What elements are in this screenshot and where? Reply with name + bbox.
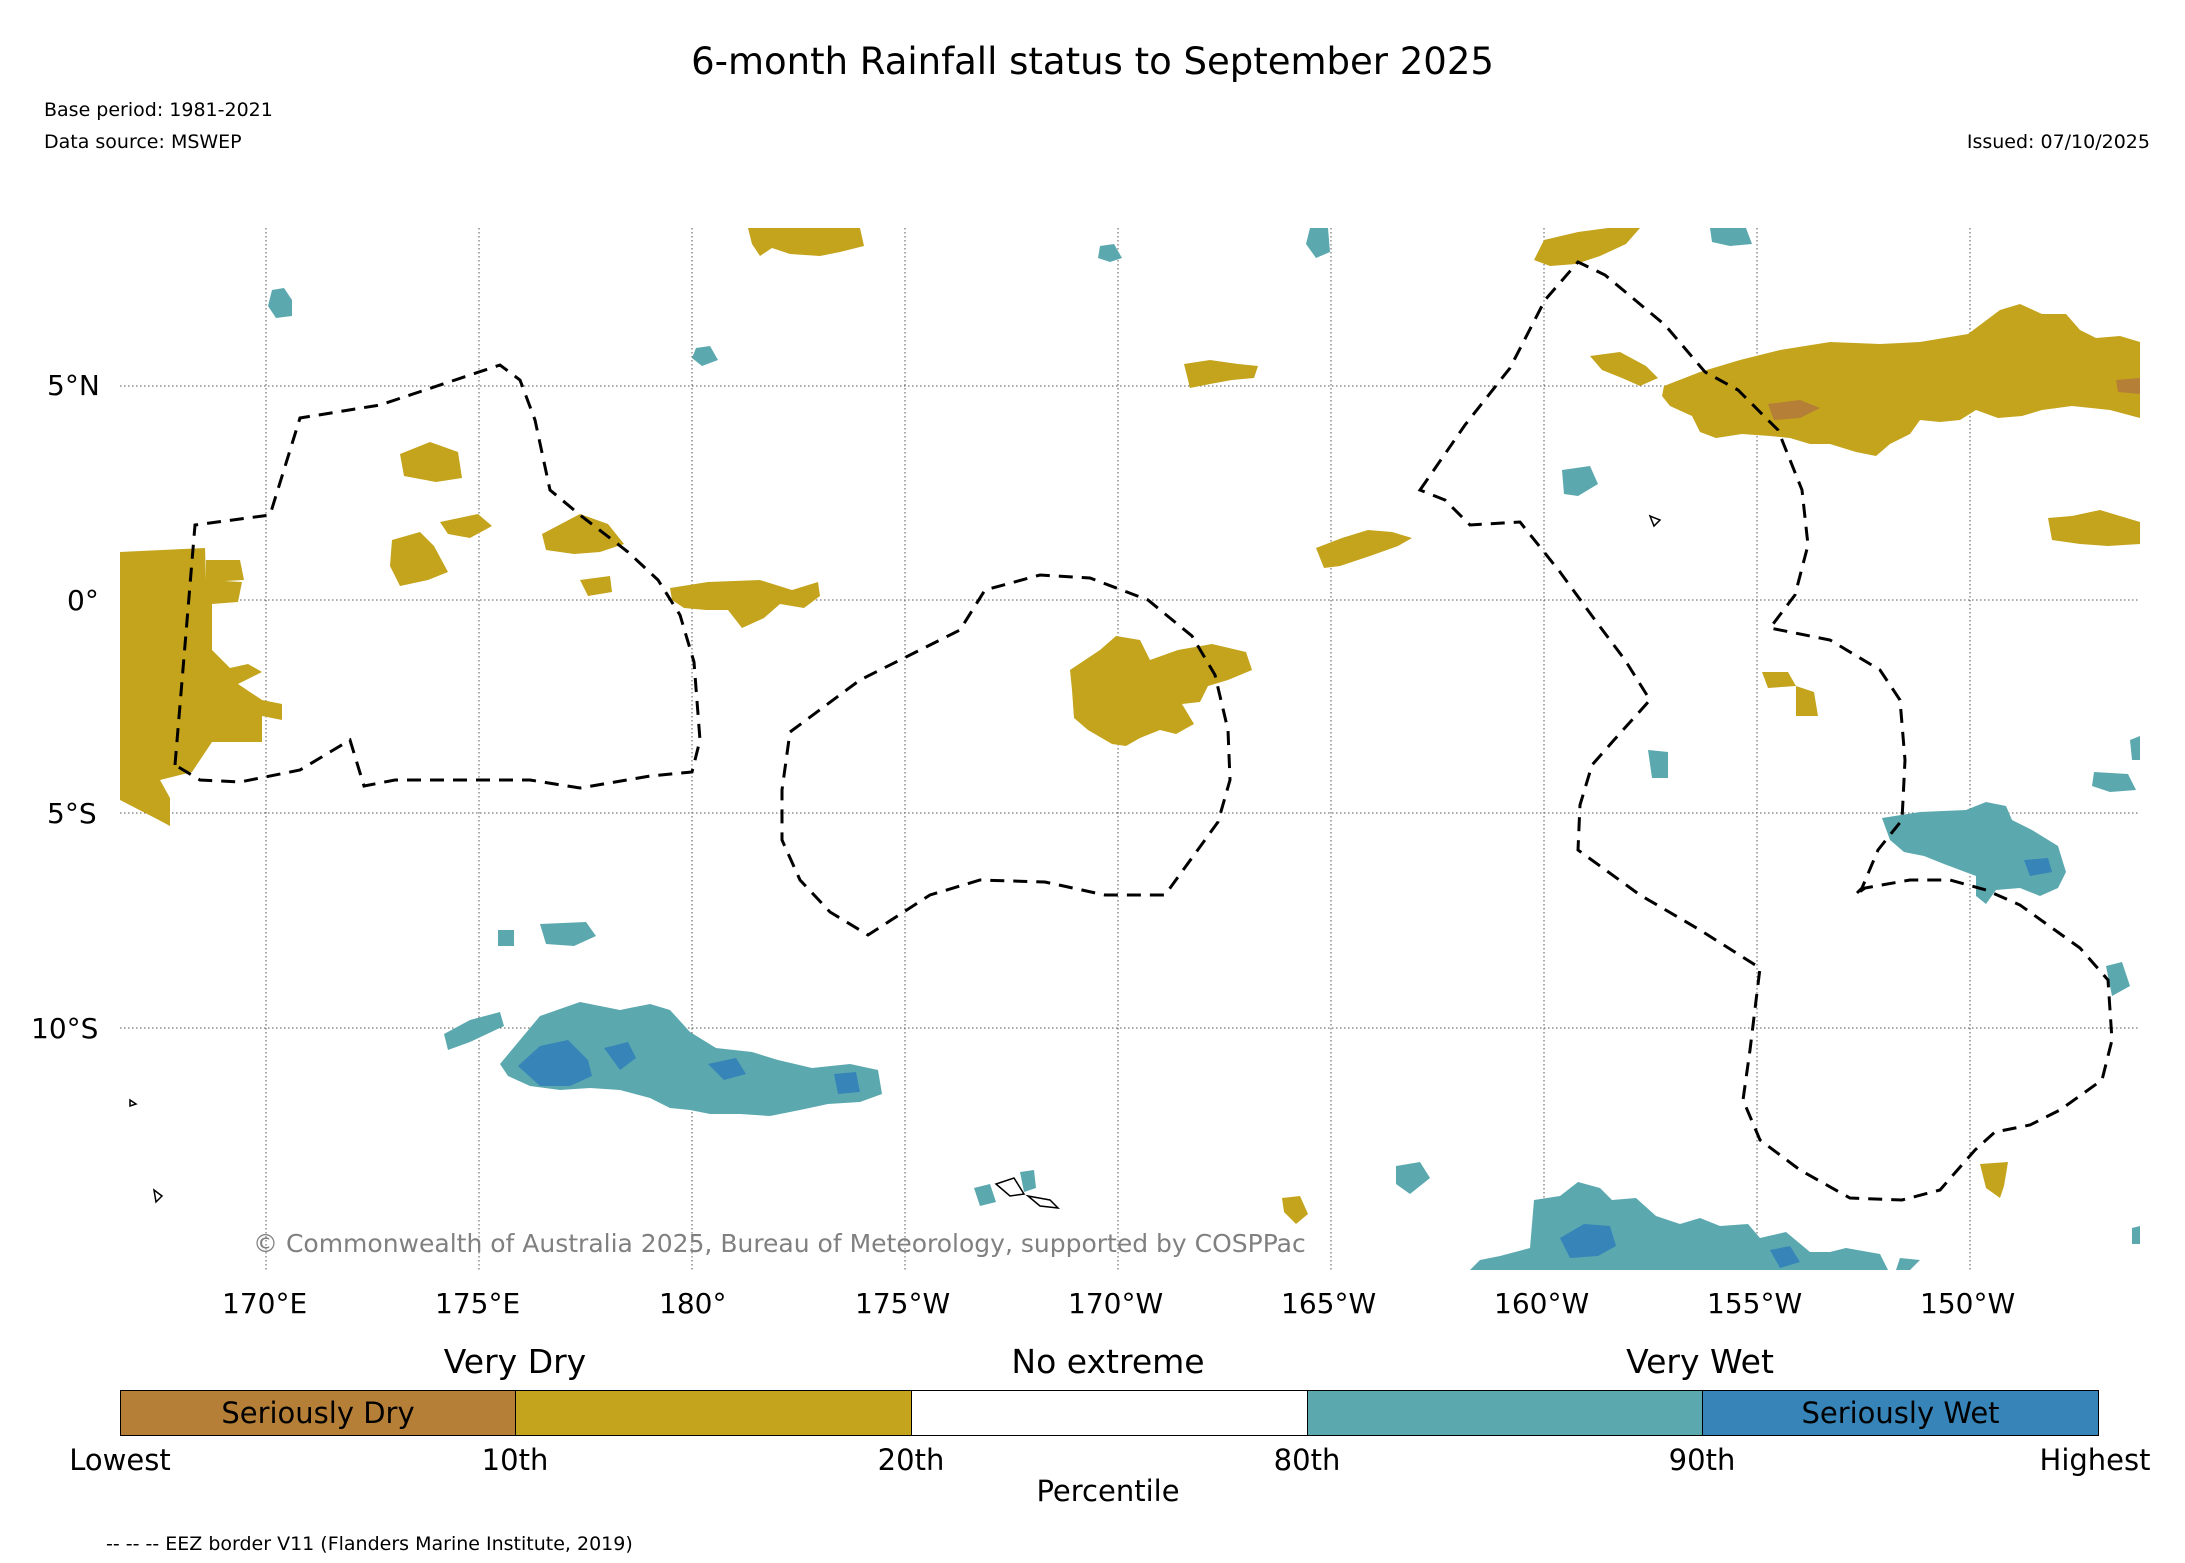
copyright-notice: © Commonwealth of Australia 2025, Bureau… — [253, 1229, 1306, 1258]
very-dry-areas — [120, 228, 2140, 1224]
legend-tick-90th: 90th — [1668, 1443, 1736, 1477]
chart-title: 6-month Rainfall status to September 202… — [691, 40, 1494, 83]
legend-category-very-dry: Very Dry — [443, 1342, 587, 1381]
base-period: Base period: 1981-2021 — [44, 99, 273, 121]
lon-label-180: 180° — [659, 1287, 727, 1320]
data-source: Data source: MSWEP — [44, 131, 242, 153]
lon-label-160w: 160°W — [1494, 1287, 1590, 1320]
legend-box-very-wet — [1307, 1390, 1703, 1436]
legend-box-very-dry — [515, 1390, 912, 1436]
legend-box-no-extreme — [911, 1390, 1308, 1436]
lon-label-165w: 165°W — [1281, 1287, 1377, 1320]
lon-label-175e: 175°E — [435, 1287, 521, 1320]
legend-tick-80th: 80th — [1273, 1443, 1341, 1477]
seriously-dry-areas — [1768, 378, 2140, 420]
lon-label-155w: 155°W — [1707, 1287, 1803, 1320]
island-outlines — [129, 514, 1662, 1209]
legend-axis-label: Percentile — [1036, 1474, 1180, 1508]
legend-tick-highest: Highest — [2039, 1443, 2151, 1477]
lat-label-5n: 5°N — [47, 369, 100, 402]
lon-label-170w: 170°W — [1068, 1287, 1164, 1320]
lat-label-0: 0° — [67, 584, 99, 617]
legend-tick-10th: 10th — [481, 1443, 549, 1477]
eez-borders — [173, 260, 2114, 1202]
issued-date: Issued: 07/10/2025 — [1966, 131, 2150, 153]
legend-category-very-wet: Very Wet — [1626, 1342, 1774, 1381]
legend-category-no-extreme: No extreme — [1011, 1342, 1205, 1381]
eez-footnote: -- -- -- EEZ border V11 (Flanders Marine… — [106, 1533, 633, 1555]
lon-label-170e: 170°E — [222, 1287, 308, 1320]
seriously-wet-areas — [518, 858, 2052, 1268]
legend-box-seriously-dry: Seriously Dry — [120, 1390, 516, 1436]
lon-label-175w: 175°W — [855, 1287, 951, 1320]
legend-box-seriously-wet: Seriously Wet — [1702, 1390, 2099, 1436]
lon-label-150w: 150°W — [1920, 1287, 2016, 1320]
lat-label-5s: 5°S — [47, 797, 97, 830]
legend-tick-lowest: Lowest — [69, 1443, 171, 1477]
lat-label-10s: 10°S — [31, 1012, 99, 1045]
legend-tick-20th: 20th — [877, 1443, 945, 1477]
